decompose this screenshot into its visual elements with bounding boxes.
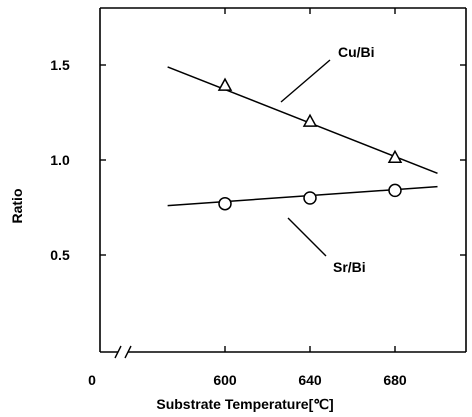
leader-line-cu-bi xyxy=(280,59,331,103)
x-axis-title: Substrate Temperature[℃] xyxy=(156,396,333,412)
y-axis-ticks: 0.5 1.0 1.5 xyxy=(50,57,466,263)
data-point-sr-bi xyxy=(303,191,317,205)
y-tick-label: 1.0 xyxy=(50,152,70,168)
x-origin-label: 0 xyxy=(88,372,96,388)
data-point-sr-bi xyxy=(388,183,402,198)
series-label-cu-bi: Cu/Bi xyxy=(338,44,375,60)
x-tick-label: 640 xyxy=(298,372,322,388)
series-layer xyxy=(167,59,438,257)
y-axis-title: Ratio xyxy=(9,189,25,224)
axis-break-mark xyxy=(124,345,132,359)
plot-frame xyxy=(99,7,467,359)
axis-break-mark xyxy=(114,345,122,359)
y-tick-label: 1.5 xyxy=(50,57,70,73)
x-tick-label: 600 xyxy=(213,372,237,388)
data-point-cu-bi xyxy=(302,113,318,127)
y-tick-label: 0.5 xyxy=(50,247,70,263)
series-label-sr-bi: Sr/Bi xyxy=(333,259,366,275)
data-point-sr-bi xyxy=(218,196,232,211)
data-point-cu-bi xyxy=(217,77,233,91)
data-point-cu-bi xyxy=(387,149,403,164)
x-tick-label: 680 xyxy=(383,372,407,388)
leader-line-sr-bi xyxy=(287,217,327,257)
x-axis-ticks: 600 640 680 xyxy=(213,8,407,388)
